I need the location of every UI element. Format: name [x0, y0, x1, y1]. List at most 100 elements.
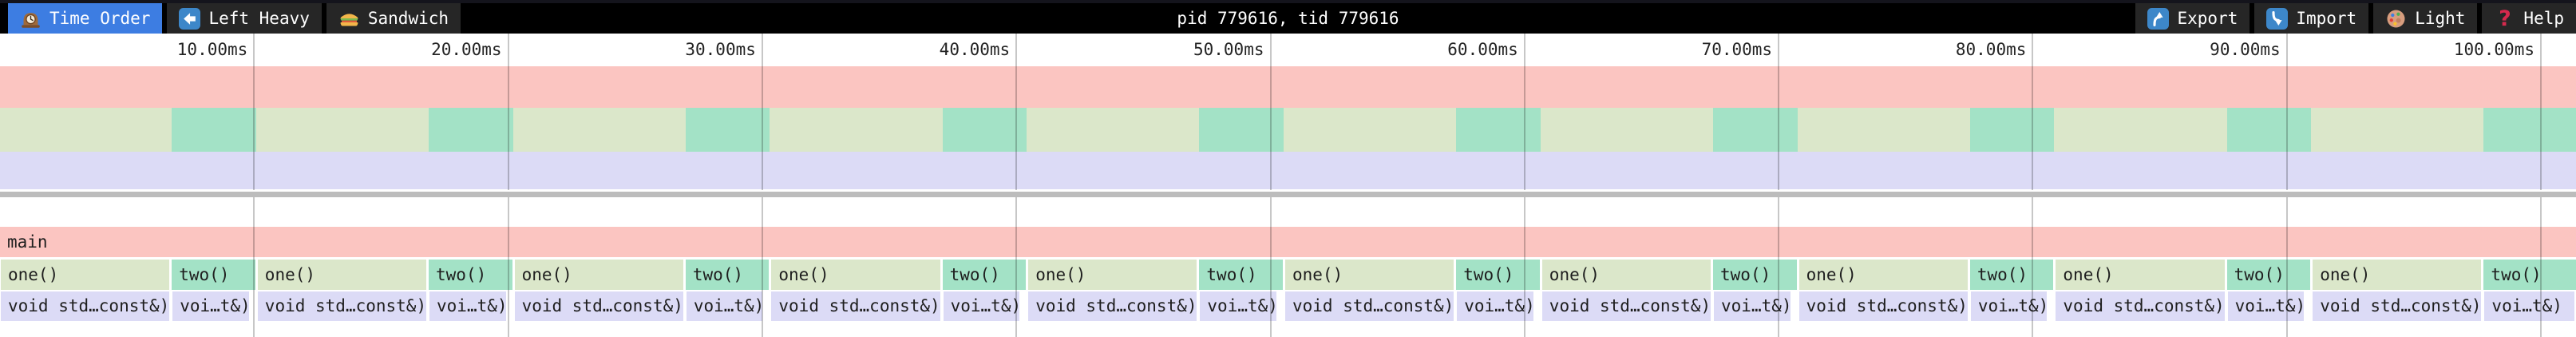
minimap-band-depth2 — [0, 152, 2576, 189]
frame-child-of-two[interactable]: voi…t&) — [1970, 291, 2048, 321]
minimap-two-block — [172, 108, 256, 152]
gridline — [1778, 34, 1780, 190]
frame-child-of-one[interactable]: void std…const&) — [2056, 291, 2225, 321]
frame-two[interactable]: two() — [1969, 260, 2054, 290]
gridline — [1015, 34, 1018, 190]
import-icon — [2266, 7, 2289, 30]
axis-tick-label: 40.00ms — [939, 40, 1011, 59]
button-label: Help — [2523, 9, 2564, 28]
button-export[interactable]: Export — [2135, 3, 2250, 34]
frame-child-of-one[interactable]: void std…const&) — [2313, 291, 2482, 321]
export-icon — [2147, 7, 2170, 30]
button-label: Import — [2296, 9, 2357, 28]
button-import[interactable]: Import — [2254, 3, 2369, 34]
frame-child-of-two[interactable]: voi…t&) — [1200, 291, 1276, 321]
toolbar: Time Order Left Heavy Sandwich pid 779616,… — [0, 3, 2576, 34]
frame-two[interactable]: two() — [2483, 260, 2576, 290]
frame-two[interactable]: two() — [685, 260, 770, 290]
tab-label: Left Heavy — [208, 9, 310, 28]
gridline — [2285, 34, 2288, 190]
frame-child-of-two[interactable]: voi…t&) — [172, 291, 249, 321]
gridline — [1269, 197, 1272, 337]
frame-child-of-one[interactable]: void std…const&) — [1798, 291, 1968, 321]
frame-child-of-two[interactable]: voi…t&) — [686, 291, 763, 321]
minimap[interactable]: 10.00ms 20.00ms 30.00ms 40.00ms 50.00ms 60.00… — [0, 34, 2576, 190]
minimap-flamechart-divider[interactable] — [0, 192, 2576, 197]
flamechart[interactable]: 10.00ms20.00ms30.00ms40.00ms50.00ms60.00… — [0, 197, 2576, 337]
frame-child-of-one[interactable]: void std…const&) — [1541, 291, 1711, 321]
frame-child-of-two[interactable]: voi…t&) — [1714, 291, 1791, 321]
frame-one[interactable]: one() — [1798, 260, 1968, 290]
frame-child-of-one[interactable]: void std…const&) — [1028, 291, 1197, 321]
frame-child-of-two[interactable]: voi…t&) — [1457, 291, 1533, 321]
gridline — [507, 197, 509, 337]
gridline — [2540, 34, 2542, 190]
frame-child-of-two[interactable]: voi…t&) — [943, 291, 1020, 321]
mantel-clock-icon — [20, 8, 42, 30]
sandwich-icon — [338, 8, 360, 30]
gridline — [1269, 34, 1272, 190]
minimap-two-block — [1713, 108, 1798, 152]
button-help[interactable]: ? Help — [2482, 3, 2576, 34]
toolbar-actions: Export Import Light? Help — [2135, 3, 2576, 34]
frame-one[interactable]: one() — [1028, 260, 1197, 290]
frame-one[interactable]: one() — [2313, 260, 2482, 290]
frame-child-of-one[interactable]: void std…const&) — [1285, 291, 1454, 321]
gridline — [253, 34, 255, 190]
tab-time-order[interactable]: Time Order — [8, 3, 163, 34]
frame-main[interactable]: main — [0, 227, 2576, 257]
left-arrow-icon — [179, 7, 201, 30]
frame-two[interactable]: two() — [1713, 260, 1797, 290]
help-icon: ? — [2499, 6, 2511, 31]
minimap-two-block — [2483, 108, 2576, 152]
frame-one[interactable]: one() — [2056, 260, 2225, 290]
tab-sandwich[interactable]: Sandwich — [326, 3, 461, 34]
frame-two[interactable]: two() — [429, 260, 512, 290]
axis-tick-label: 60.00ms — [1447, 40, 1518, 59]
minimap-band-depth1 — [0, 108, 2576, 152]
minimap-two-block — [429, 108, 513, 152]
button-theme[interactable]: Light — [2373, 3, 2478, 34]
tab-left-heavy[interactable]: Left Heavy — [167, 3, 322, 34]
minimap-two-block — [2226, 108, 2312, 152]
gridline — [507, 34, 509, 190]
gridline — [1523, 34, 1525, 190]
frame-child-of-one[interactable]: void std…const&) — [257, 291, 426, 321]
gridline — [2285, 197, 2288, 337]
frame-child-of-two[interactable]: voi…t&) — [2227, 291, 2305, 321]
frame-one[interactable]: one() — [771, 260, 940, 290]
gridline — [1015, 197, 1018, 337]
gridline — [2032, 34, 2034, 190]
frame-one[interactable]: one() — [257, 260, 426, 290]
frame-one[interactable]: one() — [1285, 260, 1454, 290]
gridline — [2032, 197, 2034, 337]
frame-child-of-one[interactable]: void std…const&) — [514, 291, 683, 321]
frame-child-of-two[interactable]: voi…t&) — [429, 291, 506, 321]
frame-two[interactable]: two() — [942, 260, 1027, 290]
tab-label: Sandwich — [367, 9, 449, 28]
frame-two[interactable]: two() — [1199, 260, 1283, 290]
frame-child-of-one[interactable]: void std…const&) — [771, 291, 940, 321]
frame-one[interactable]: one() — [1541, 260, 1711, 290]
gridline — [253, 197, 255, 337]
frame-one[interactable]: one() — [514, 260, 683, 290]
frame-two[interactable]: two() — [2226, 260, 2311, 290]
frame-one[interactable]: one() — [1, 260, 170, 290]
axis-tick-label: 70.00ms — [1701, 40, 1773, 59]
axis-tick-label: 90.00ms — [2210, 40, 2281, 59]
top-strip — [0, 0, 2576, 3]
frame-two[interactable]: two() — [172, 260, 255, 290]
frame-child-of-two[interactable]: voi…t&) — [2484, 291, 2574, 321]
minimap-band-main — [0, 66, 2576, 108]
frame-child-of-one[interactable]: void std…const&) — [1, 291, 170, 321]
axis-tick-label: 10.00ms — [176, 40, 248, 59]
gridline — [761, 34, 763, 190]
gridline — [1778, 197, 1780, 337]
palette-icon — [2385, 8, 2407, 30]
tab-label: Time Order — [49, 9, 151, 28]
minimap-two-block — [1456, 108, 1541, 152]
frame-two[interactable]: two() — [1456, 260, 1540, 290]
gridline — [761, 197, 763, 337]
gridline — [2540, 197, 2542, 337]
